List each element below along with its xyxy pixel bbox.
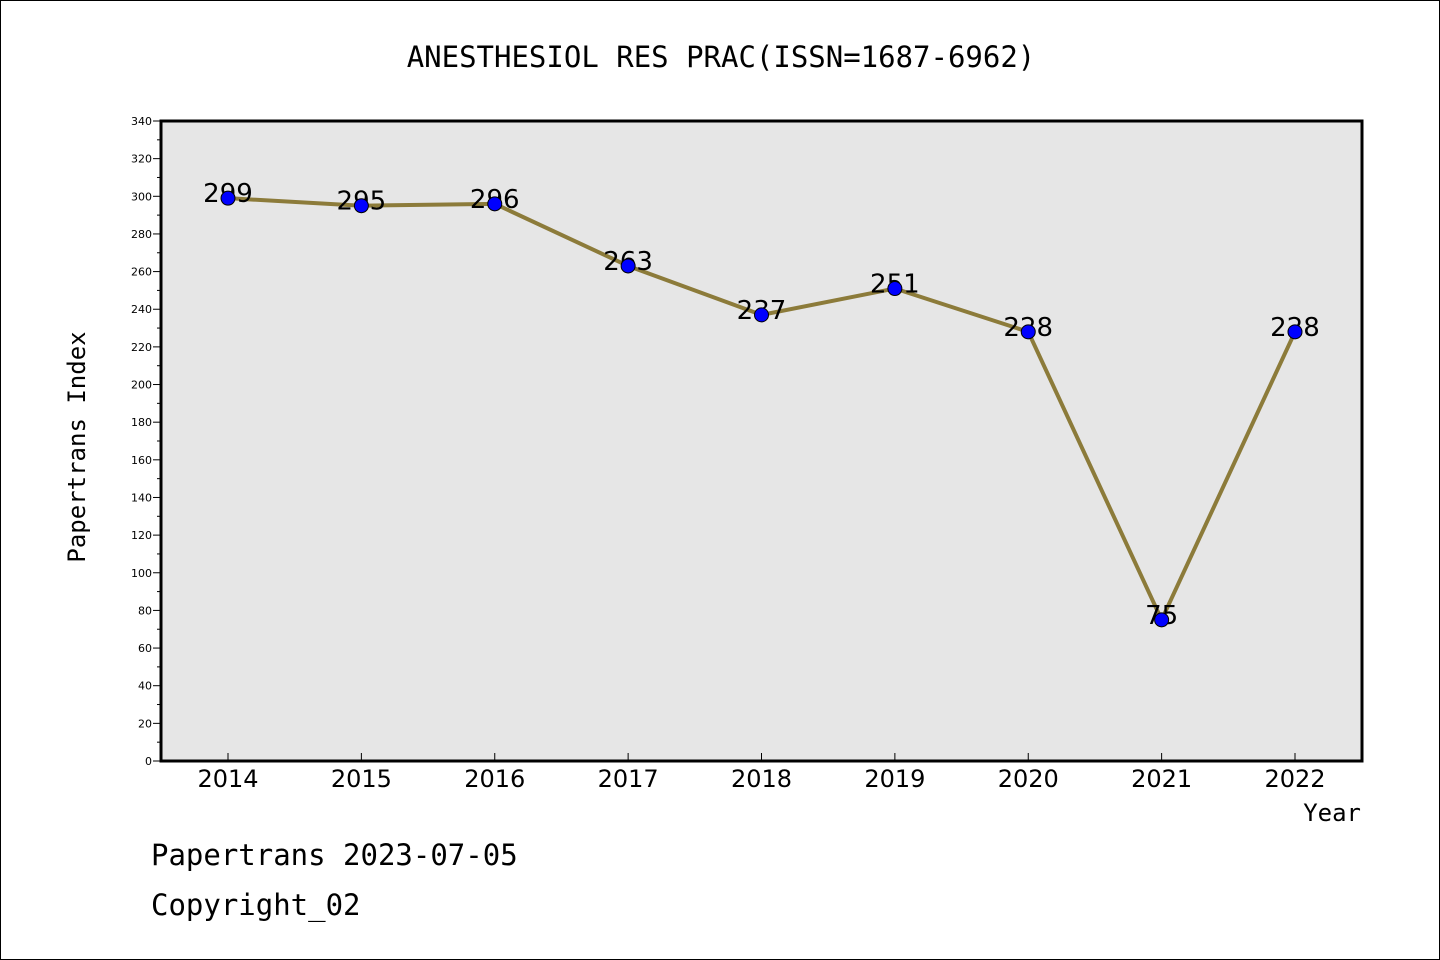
y-axis-title: Papertrans Index <box>63 331 91 562</box>
y-tick-label: 160 <box>131 454 152 467</box>
y-tick-label: 100 <box>131 567 152 580</box>
y-tick-label: 320 <box>131 153 152 166</box>
data-point <box>353 198 369 214</box>
y-tick-label: 20 <box>138 717 152 730</box>
y-tick-label: 220 <box>131 341 152 354</box>
y-tick-label: 60 <box>138 642 152 655</box>
data-point <box>1020 324 1036 340</box>
data-point <box>887 281 903 297</box>
y-tick-label: 280 <box>131 228 152 241</box>
y-tick-label: 200 <box>131 379 152 392</box>
x-tick-label: 2014 <box>197 765 258 793</box>
x-axis-title: Year <box>1303 799 1361 827</box>
y-tick-label: 300 <box>131 190 152 203</box>
x-tick-label: 2018 <box>731 765 792 793</box>
data-point <box>1287 324 1303 340</box>
x-tick-label: 2019 <box>864 765 925 793</box>
data-point <box>487 196 503 212</box>
y-tick-label: 40 <box>138 680 152 693</box>
data-point <box>754 307 769 323</box>
y-tick-label: 0 <box>145 755 152 768</box>
x-tick-label: 2016 <box>464 765 525 793</box>
x-axis: 2014 2015 2016 2017 2018 2019 2020 2021 2022 <box>197 753 1326 793</box>
plot-area <box>159 119 1364 763</box>
y-tick-label: 80 <box>138 604 152 617</box>
y-tick-label: 180 <box>131 416 152 429</box>
x-tick-label: 2017 <box>598 765 659 793</box>
footer-date-line: Papertrans 2023-07-05 <box>151 838 518 872</box>
y-axis: 0 20 40 60 80 100 120 140 160 180 200 220 240 260 280 3… <box>131 115 161 768</box>
series-layer: 29929529626323725122875228 <box>203 179 1320 631</box>
y-tick-label: 120 <box>131 529 152 542</box>
data-point <box>1154 612 1170 628</box>
data-point <box>620 258 636 274</box>
footer-copyright-line: Copyright_02 <box>151 888 361 923</box>
y-tick-label: 140 <box>131 491 152 504</box>
x-tick-label: 2021 <box>1131 765 1192 793</box>
x-tick-label: 2022 <box>1264 765 1325 793</box>
x-tick-label: 2015 <box>331 765 392 793</box>
y-tick-label: 260 <box>131 266 152 279</box>
chart-title: ANESTHESIOL RES PRAC(ISSN=1687-6962) <box>407 40 1036 74</box>
y-tick-label: 340 <box>131 115 152 128</box>
x-tick-label: 2020 <box>998 765 1059 793</box>
y-tick-label: 240 <box>131 303 152 316</box>
data-point <box>220 190 236 206</box>
